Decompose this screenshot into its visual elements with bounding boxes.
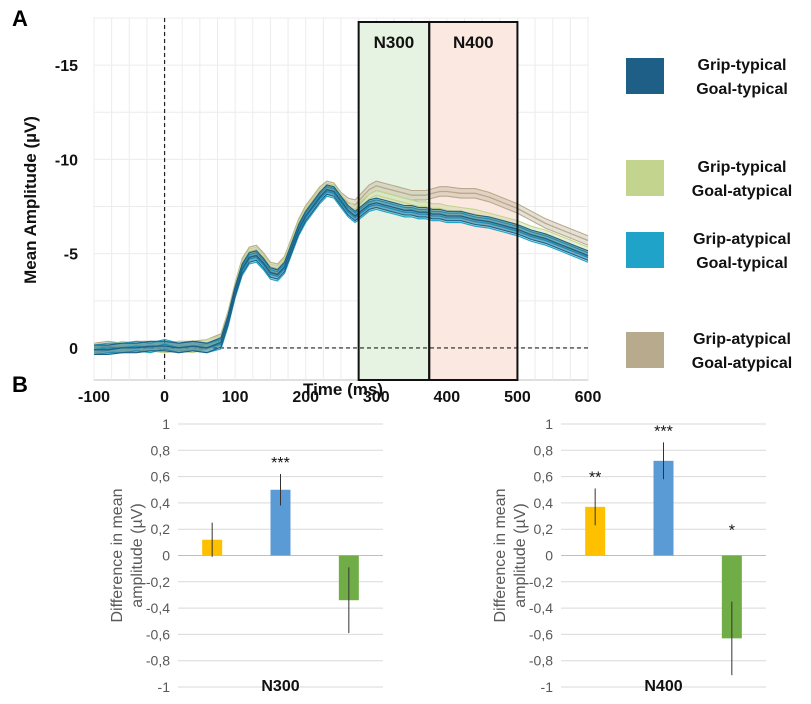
window-label: N400 (453, 33, 494, 52)
legend-label: Grip-atypical (693, 331, 791, 348)
y-axis-title: amplitude (µV) (512, 503, 529, 607)
series-line-upper (93, 180, 589, 344)
y-tick-label: -1 (158, 679, 171, 695)
legend-label: Grip-typical (698, 57, 787, 74)
bar (721, 555, 742, 639)
legend-label: Goal-atypical (692, 355, 792, 372)
x-tick-label: 400 (434, 389, 461, 406)
x-tick-label: -100 (78, 389, 110, 406)
y-tick-label: -0,2 (146, 574, 170, 590)
x-axis-title: Time (ms) (303, 380, 383, 399)
y-tick-label: 0,8 (151, 442, 171, 458)
window-border (428, 21, 519, 381)
y-tick-label: 1 (162, 416, 170, 432)
y-tick-label: -10 (55, 152, 78, 169)
legend-swatch (626, 160, 664, 196)
y-tick-label: 0,6 (534, 469, 554, 485)
legend-swatch (626, 232, 664, 268)
y-tick-label: 0,2 (534, 521, 554, 537)
legend-item: Grip-atypical Goal-atypical (626, 331, 792, 372)
bar (270, 489, 291, 556)
erp-chart: N300 N400 -100 0 100 200 300 400 500 600 -15 -10 -5 0… (21, 17, 792, 406)
y-tick-label: -0,6 (529, 626, 553, 642)
window-label: N300 (374, 33, 415, 52)
significance-label: *** (654, 423, 673, 440)
y-axis-title: Mean Amplitude (µV) (21, 116, 40, 284)
legend-label: Goal-typical (696, 81, 788, 98)
y-tick-label: 0 (69, 341, 78, 358)
significance-label: * (729, 523, 735, 540)
x-tick-label: 500 (504, 389, 531, 406)
legend-swatch (626, 332, 664, 368)
series-line-upper (93, 186, 589, 346)
y-tick-label: -0,6 (146, 626, 170, 642)
window-n400 (429, 22, 518, 380)
y-tick-label: 1 (545, 416, 553, 432)
legend-label: Grip-typical (698, 159, 787, 176)
significance-label: *** (271, 455, 290, 472)
y-tick-label: -1 (541, 679, 554, 695)
panel-b-label: B (12, 372, 28, 397)
y-tick-label: -0,8 (529, 653, 553, 669)
y-tick-label: 0 (162, 548, 170, 564)
y-tick-label: 0,8 (534, 442, 554, 458)
legend-label: Goal-atypical (692, 183, 792, 200)
bar-chart-n400: 10,80,60,40,20-0,2-0,4-0,6-0,8-1******Di… (492, 416, 766, 695)
panel-a-label: A (12, 6, 28, 31)
y-tick-label: -5 (64, 247, 78, 264)
series-line-upper (94, 184, 589, 346)
y-tick-label: 0,4 (151, 495, 171, 511)
bar-chart-n300: 1 0,8 0,6 0,4 0,2 0 -0,2 -0,4 -0,6 -0,8 -1 *** Diffe… (109, 416, 383, 695)
y-axis-title: amplitude (µV) (129, 503, 146, 607)
legend-item: Grip-typical Goal-atypical (626, 159, 792, 200)
y-tick-label: 0,6 (151, 469, 171, 485)
y-tick-label: -0,4 (529, 600, 553, 616)
legend-label: Goal-typical (696, 255, 788, 272)
y-tick-label: 0 (545, 548, 553, 564)
bar (585, 506, 606, 556)
x-tick-label: 300 (363, 389, 390, 406)
series-line-lower (94, 193, 589, 356)
y-tick-label: -0,2 (529, 574, 553, 590)
legend-item: Grip-typical Goal-typical (626, 57, 788, 98)
y-tick-label: -0,4 (146, 600, 170, 616)
legend-item: Grip-atypical Goal-typical (626, 231, 791, 272)
y-tick-label: 0,4 (534, 495, 554, 511)
series-line (94, 188, 589, 351)
series-line-upper (93, 182, 589, 346)
legend-label: Grip-atypical (693, 231, 791, 248)
y-axis-title: Difference in mean (109, 489, 126, 623)
series-line-lower (93, 195, 589, 356)
x-tick-label: 0 (160, 389, 169, 406)
bar (653, 460, 674, 556)
significance-label: ** (589, 469, 601, 486)
x-tick-label: 100 (222, 389, 249, 406)
series-line (93, 190, 589, 351)
y-tick-label: -0,8 (146, 653, 170, 669)
x-axis-label: N400 (644, 678, 682, 695)
x-tick-label: 200 (292, 389, 319, 406)
x-tick-label: 600 (575, 389, 602, 406)
legend-swatch (626, 58, 664, 94)
y-axis-title: Difference in mean (492, 489, 509, 623)
y-tick-label: -15 (55, 58, 78, 75)
y-tick-label: 0,2 (151, 521, 171, 537)
x-axis-label: N300 (261, 678, 299, 695)
